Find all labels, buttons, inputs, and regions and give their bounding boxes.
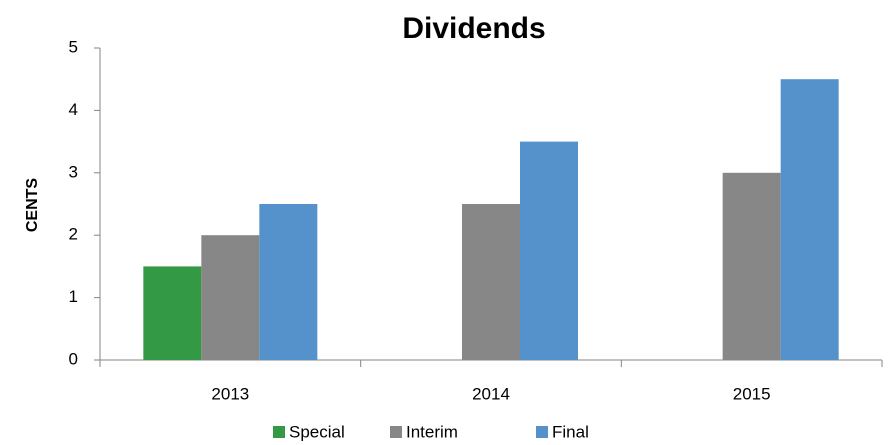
y-tick-label: 2: [69, 225, 78, 244]
legend-swatch: [536, 426, 548, 438]
bar: [520, 141, 578, 360]
bar: [259, 204, 318, 360]
x-tick-label: 2015: [733, 384, 771, 403]
legend-swatch: [390, 426, 402, 438]
legend-swatch: [273, 426, 285, 438]
legend-label: Interim: [406, 422, 458, 441]
bar: [143, 266, 202, 360]
x-tick-label: 2013: [211, 384, 249, 403]
y-tick-label: 0: [69, 349, 78, 368]
legend-label: Special: [289, 422, 345, 441]
chart-title: Dividends: [402, 12, 545, 45]
x-tick-label: 2014: [472, 384, 510, 403]
y-tick-label: 3: [69, 162, 78, 181]
y-tick-label: 4: [69, 100, 78, 119]
y-axis-label: CENTS: [24, 178, 41, 233]
y-tick-label: 5: [69, 37, 78, 56]
bar: [722, 172, 781, 360]
bar: [462, 204, 520, 360]
bar: [201, 235, 260, 360]
y-tick-label: 1: [69, 287, 78, 306]
legend-label: Final: [552, 422, 589, 441]
bar: [780, 79, 839, 360]
